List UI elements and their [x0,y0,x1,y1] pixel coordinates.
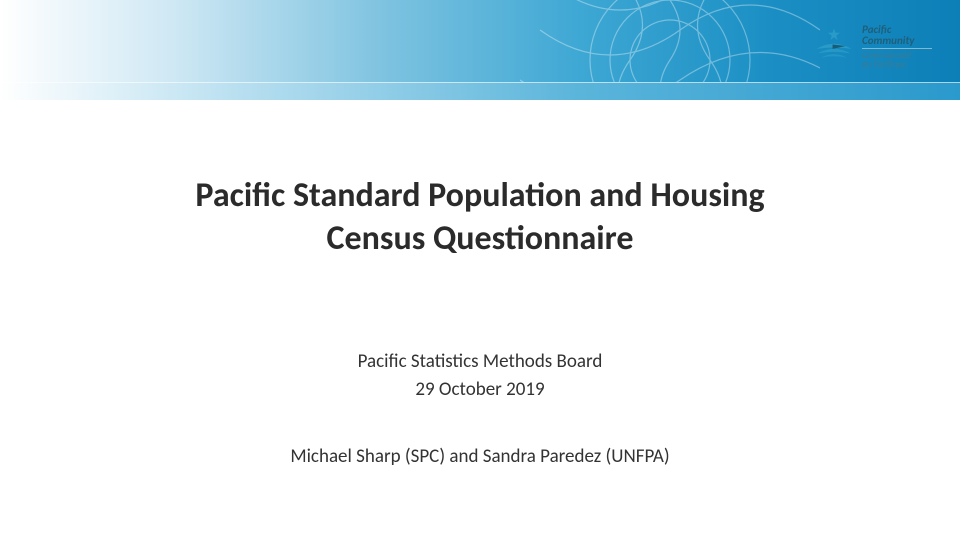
org-logo: Pacific Community Communauté du Pacifiqu… [812,6,942,86]
org-logo-divider [862,48,932,49]
slide-title-line2: Census Questionnaire [327,218,634,259]
org-name-en-1: Pacific [862,24,932,35]
header-banner: Pacific Community Communauté du Pacifiqu… [0,0,960,100]
org-logo-mark-icon [812,24,856,68]
slide-title: Pacific Standard Population and Housing … [0,175,960,260]
org-name-fr-2: du Pacifique [862,60,932,69]
org-name-en-2: Community [862,35,932,46]
slide-title-line1: Pacific Standard Population and Housing [195,175,764,216]
slide-subtitle: Pacific Statistics Methods Board [0,350,960,373]
slide: Pacific Community Communauté du Pacifiqu… [0,0,960,540]
slide-date: 29 October 2019 [0,378,960,401]
slide-authors: Michael Sharp (SPC) and Sandra Paredez (… [0,445,960,468]
org-logo-text: Pacific Community Communauté du Pacifiqu… [862,24,932,69]
